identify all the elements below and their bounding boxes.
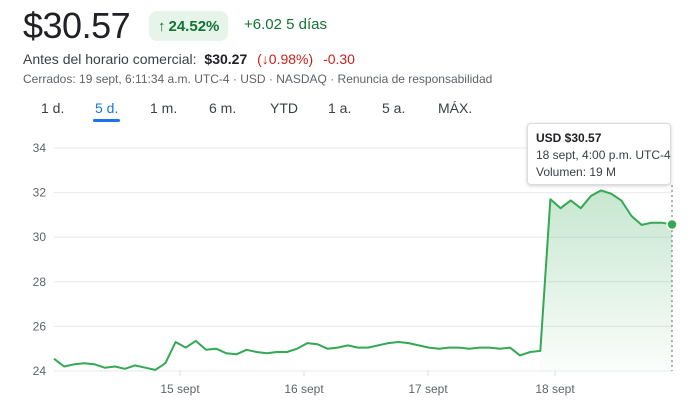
x-tick-label: 15 sept — [160, 382, 200, 396]
tab-6m[interactable]: 6 m. — [209, 100, 237, 116]
x-tick-label: 16 sept — [284, 382, 324, 396]
x-tick-label: 17 sept — [408, 382, 448, 396]
tab-1y[interactable]: 1 a. — [328, 100, 352, 116]
y-tick-label: 34 — [33, 141, 47, 155]
tooltip-volume: Volumen: 19 M — [536, 165, 617, 179]
tab-ytd[interactable]: YTD — [270, 100, 298, 116]
price-series-line — [53, 189, 673, 371]
price-tooltip: USD $30.57 18 sept, 4:00 p.m. UTC-4 Volu… — [527, 123, 671, 185]
premarket-label: Antes del horario comercial: — [23, 51, 197, 67]
hover-point — [666, 218, 678, 231]
premarket-percent: (↓0.98%) — [257, 51, 314, 67]
y-tick-label: 26 — [33, 319, 47, 333]
tab-max[interactable]: MÁX. — [438, 100, 473, 116]
tooltip-price: USD $30.57 — [536, 131, 602, 145]
premarket-line: Antes del horario comercial: $30.27 (↓0.… — [23, 51, 355, 67]
tab-5y[interactable]: 5 a. — [382, 100, 406, 116]
change-percent: 24.52% — [168, 17, 220, 35]
current-price: $30.57 — [23, 5, 131, 46]
y-tick-label: 30 — [33, 230, 47, 244]
y-tick-label: 24 — [33, 364, 47, 378]
tab-1d[interactable]: 1 d. — [41, 100, 65, 116]
tab-5d[interactable]: 5 d. — [92, 100, 121, 122]
change-absolute-range: +6.02 5 días — [244, 16, 327, 33]
y-tick-label: 32 — [33, 186, 47, 200]
y-tick-label: 28 — [33, 275, 47, 289]
premarket-change: -0.30 — [323, 51, 355, 67]
tooltip-time: 18 sept, 4:00 p.m. UTC-4 — [536, 148, 671, 162]
change-percent-badge: ↑ 24.52% — [149, 11, 229, 41]
arrow-up-icon: ↑ — [158, 17, 166, 35]
x-tick-label: 18 sept — [535, 382, 575, 396]
tab-1m[interactable]: 1 m. — [150, 100, 178, 116]
premarket-price: $30.27 — [204, 51, 248, 67]
price-area-fill — [540, 190, 672, 371]
market-status-line: Cerrados: 19 sept, 6:11:34 a.m. UTC-4 · … — [23, 72, 493, 86]
